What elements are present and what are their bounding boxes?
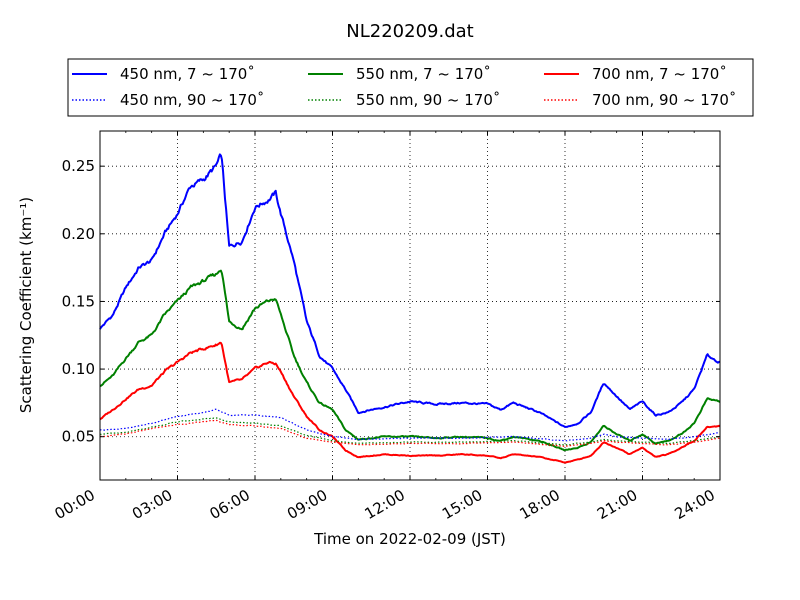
legend-label: 700 nm, 7 ~ 170˚ [592, 65, 727, 83]
legend-label: 550 nm, 90 ~ 170˚ [356, 91, 500, 109]
x-tick-label: 21:00 [594, 486, 640, 523]
axis-ticks: 00:00 03:00 06:00 09:00 12:00 15:00 18:00 21:00… [52, 131, 721, 523]
legend-label: 700 nm, 90 ~ 170˚ [592, 91, 736, 109]
x-tick-label: 06:00 [207, 486, 253, 523]
x-tick-label: 12:00 [362, 486, 408, 523]
y-tick-label: 0.25 [62, 157, 95, 175]
x-tick-label: 18:00 [517, 486, 563, 523]
series-line-0 [99, 153, 721, 428]
legend-label: 550 nm, 7 ~ 170˚ [356, 65, 491, 83]
y-axis-label: Scattering Coefficient (km⁻¹) [17, 197, 35, 413]
y-tick-label: 0.05 [62, 428, 95, 446]
series-line-2 [99, 341, 721, 464]
x-tick-label: 24:00 [672, 486, 718, 523]
series-line-3 [99, 408, 721, 442]
y-tick-label: 0.15 [62, 292, 95, 310]
legend-box [67, 58, 754, 117]
x-tick-label: 09:00 [284, 486, 330, 523]
x-tick-label: 03:00 [129, 486, 175, 523]
legend-label: 450 nm, 7 ~ 170˚ [120, 65, 255, 83]
series-line-1 [99, 269, 721, 452]
x-axis-label: Time on 2022-02-09 (JST) [313, 530, 506, 548]
y-tick-label: 0.20 [62, 225, 95, 243]
series-line-4 [99, 417, 721, 446]
legend-label: 450 nm, 90 ~ 170˚ [120, 91, 264, 109]
chart-title: NL220209.dat [346, 21, 473, 42]
grid [100, 131, 720, 480]
legend: 450 nm, 7 ~ 170˚ 550 nm, 7 ~ 170˚ 700 nm, … [67, 58, 754, 117]
series-group [99, 153, 721, 464]
y-tick-label: 0.10 [62, 360, 95, 378]
series-line-5 [99, 419, 721, 447]
x-tick-label: 15:00 [439, 486, 485, 523]
x-tick-label: 00:00 [52, 486, 98, 523]
